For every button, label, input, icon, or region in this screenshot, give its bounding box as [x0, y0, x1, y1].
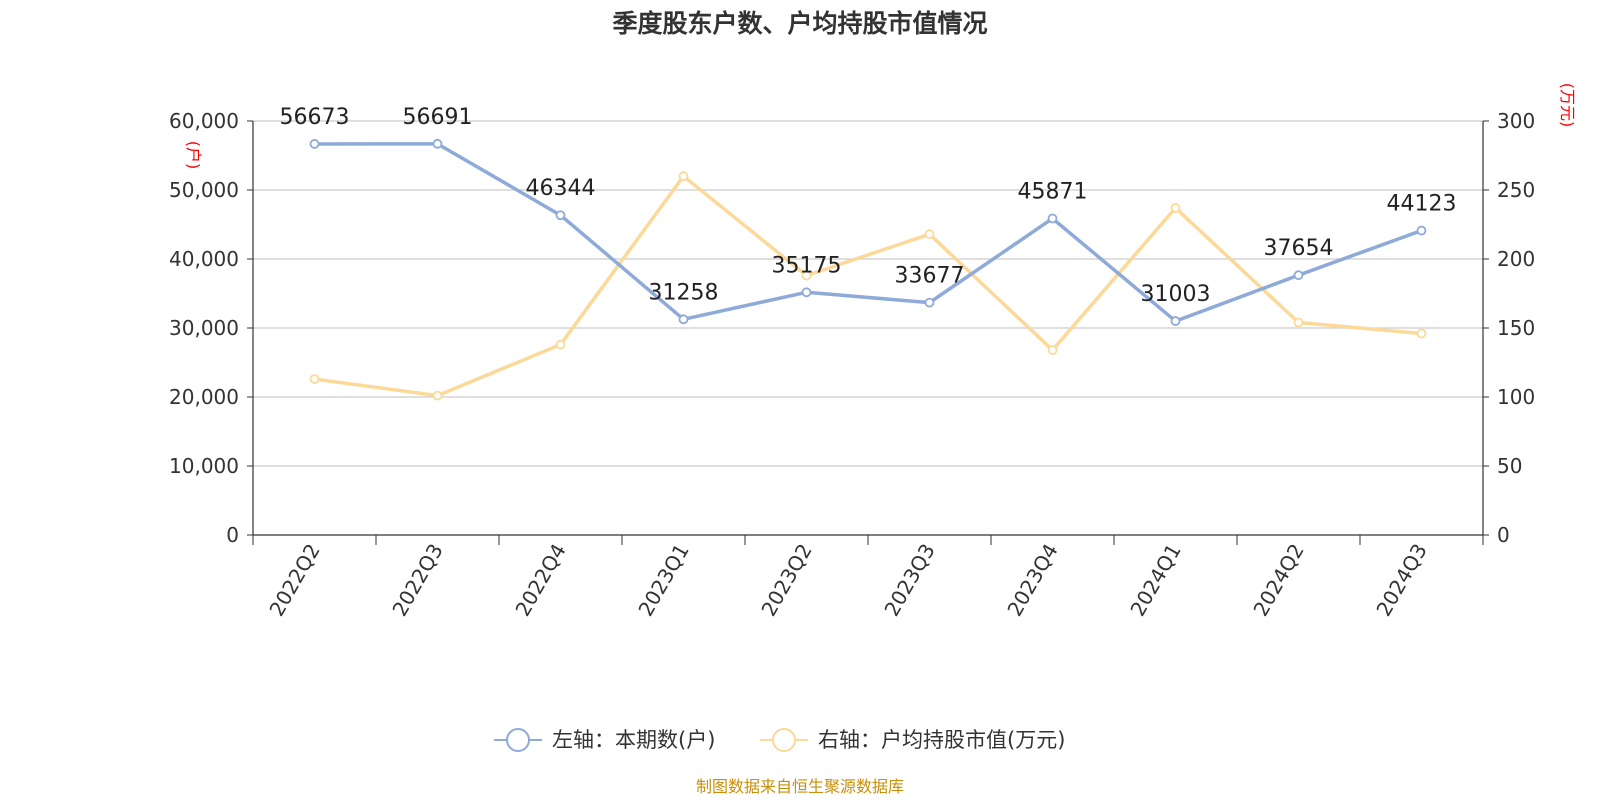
y-axis-left-ticks: 0 10,000 20,000 30,000 40,000 50,000 60,000	[169, 109, 239, 547]
data-label: 31003	[1141, 282, 1211, 307]
data-point-shareholder-count	[678, 314, 689, 325]
y-axis-left-unit: (户)	[184, 141, 203, 170]
data-point-shareholder-count	[555, 210, 566, 221]
x-axis-ticks: 2022Q2 2022Q3 2022Q4 2023Q1 2023Q2 2023Q3 2023…	[264, 540, 1431, 621]
legend: 左轴：本期数(户) 右轴：户均持股市值(万元)	[494, 728, 1065, 752]
y-left-tick-label: 60,000	[169, 109, 239, 133]
y-left-tick-label: 20,000	[169, 385, 239, 409]
y-right-tick-label: 250	[1497, 178, 1535, 202]
series-shareholder-count	[309, 138, 1427, 326]
y-right-tick-label: 50	[1497, 454, 1522, 478]
data-label: 56691	[403, 105, 473, 130]
series-avg-holding-value	[309, 171, 1427, 401]
x-tick-label: 2023Q3	[879, 540, 939, 621]
data-label: 35175	[772, 253, 842, 278]
y-left-tick-label: 10,000	[169, 454, 239, 478]
x-tick-label: 2023Q4	[1002, 540, 1062, 621]
legend-circle-icon	[506, 728, 530, 752]
data-point-avg-holding-value	[1170, 203, 1181, 213]
data-point-shareholder-count	[309, 139, 320, 149]
data-point-shareholder-count	[432, 138, 443, 149]
x-tick-label: 2023Q1	[633, 540, 693, 621]
data-label: 46344	[526, 176, 596, 201]
y-axis-right-ticks: 0 50 100 150 200 250 300	[1497, 109, 1535, 547]
data-labels: 56673 56691 46344 31258 35175 33677 45871 31003…	[280, 105, 1457, 307]
grid-lines	[253, 120, 1483, 467]
data-label: 37654	[1264, 236, 1334, 261]
legend-item-right-series[interactable]: 右轴：户均持股市值(万元)	[760, 728, 1065, 752]
y-left-tick-label: 30,000	[169, 316, 239, 340]
y-left-tick-label: 0	[226, 523, 239, 547]
data-point-shareholder-count	[801, 287, 812, 298]
data-label: 56673	[280, 105, 350, 130]
data-point-avg-holding-value	[1293, 317, 1304, 328]
y-right-tick-label: 100	[1497, 385, 1535, 409]
data-point-avg-holding-value	[555, 339, 566, 350]
data-label: 44123	[1387, 192, 1457, 217]
y-left-tick-label: 50,000	[169, 178, 239, 202]
data-point-shareholder-count	[1416, 225, 1427, 236]
x-tick-label: 2022Q4	[510, 540, 570, 621]
data-point-avg-holding-value	[801, 270, 812, 281]
data-point-shareholder-count	[1293, 270, 1304, 281]
data-point-shareholder-count	[1170, 316, 1181, 326]
y-right-tick-label: 300	[1497, 109, 1535, 133]
legend-item-left-series[interactable]: 左轴：本期数(户)	[494, 728, 715, 752]
series-line-avg-holding-value	[314, 174, 1422, 398]
x-tick-label: 2024Q3	[1371, 540, 1431, 621]
data-point-shareholder-count	[924, 297, 935, 308]
y-axis-right-unit: (万元)	[1558, 83, 1577, 128]
data-point-avg-holding-value	[678, 171, 689, 182]
chart-title: 季度股东户数、户均持股市值情况	[612, 9, 987, 38]
series-line-shareholder-count	[314, 142, 1423, 323]
y-left-tick-label: 40,000	[169, 247, 239, 271]
x-tick-label: 2022Q2	[264, 540, 324, 621]
data-label: 33677	[895, 264, 965, 289]
x-tick-label: 2022Q3	[387, 540, 447, 621]
legend-label-right: 右轴：户均持股市值(万元)	[818, 728, 1065, 752]
data-point-avg-holding-value	[924, 229, 935, 240]
data-point-avg-holding-value	[1047, 345, 1058, 355]
data-point-avg-holding-value	[309, 374, 320, 384]
data-point-avg-holding-value	[1416, 328, 1427, 339]
data-label: 31258	[649, 280, 719, 305]
x-tick-label: 2023Q2	[756, 540, 816, 621]
x-tick-label: 2024Q2	[1248, 540, 1308, 621]
data-point-shareholder-count	[1047, 213, 1058, 224]
axes	[247, 120, 1489, 545]
source-note: 制图数据来自恒生聚源数据库	[696, 777, 904, 796]
legend-circle-icon	[772, 728, 796, 752]
data-label: 45871	[1018, 179, 1088, 204]
y-right-tick-label: 200	[1497, 247, 1535, 271]
data-point-avg-holding-value	[432, 390, 443, 401]
y-right-tick-label: 0	[1497, 523, 1510, 547]
legend-label-left: 左轴：本期数(户)	[552, 728, 715, 752]
y-right-tick-label: 150	[1497, 316, 1535, 340]
x-tick-label: 2024Q1	[1125, 540, 1185, 621]
